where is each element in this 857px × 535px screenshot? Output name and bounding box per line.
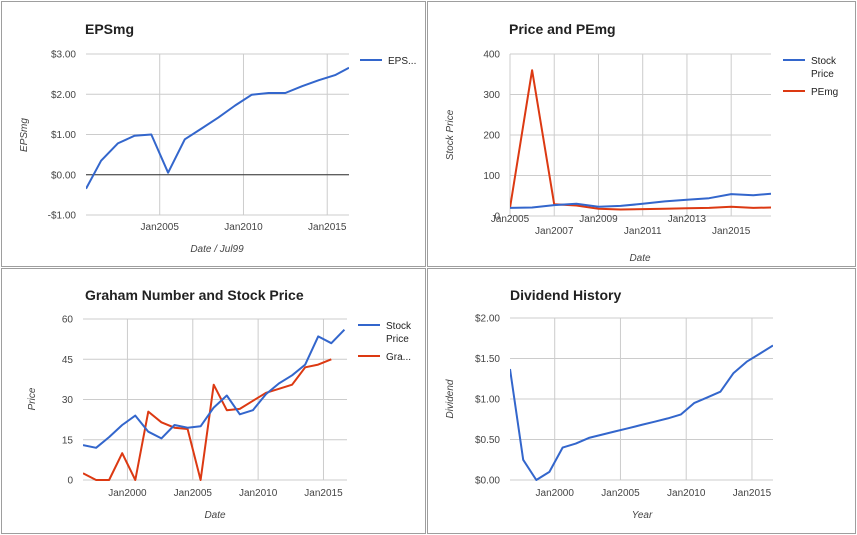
eps-chart: EPSmg -$1.00 $0.00 $1.00 $2.00 $3.00 Jan2005 Ja… bbox=[19, 21, 416, 255]
price-pe-xtick-label: Jan2007 bbox=[535, 226, 574, 237]
eps-ytick-label: $3.00 bbox=[51, 50, 76, 61]
dividend-xtick-label: Jan2010 bbox=[667, 488, 706, 499]
graham-chart-panel: Graham Number and Stock Price 0 15 30 45 60 Ja… bbox=[1, 268, 426, 534]
eps-ytick-label: $0.00 bbox=[51, 170, 76, 181]
dividend-x-axis-label: Year bbox=[632, 510, 653, 521]
dividend-title: Dividend History bbox=[510, 287, 621, 303]
price-pe-ytick-label: 100 bbox=[483, 171, 500, 182]
graham-ytick-label: 0 bbox=[67, 476, 73, 487]
eps-ytick-label: $1.00 bbox=[51, 130, 76, 141]
eps-legend-label-0: EPS... bbox=[388, 56, 416, 67]
dividend-xtick-label: Jan2000 bbox=[536, 488, 575, 499]
eps-series-line-0 bbox=[86, 66, 349, 190]
dividend-ytick-label: $2.00 bbox=[475, 314, 500, 325]
eps-xtick-label: Jan2010 bbox=[224, 222, 263, 233]
dividend-ytick-label: $0.50 bbox=[475, 435, 500, 446]
price-pe-chart-panel: Price and PEmg 0 100 200 300 400 Jan2005 Jan200… bbox=[427, 1, 856, 267]
graham-legend-label-1: Gra... bbox=[386, 352, 411, 363]
dividend-ytick-label: $1.50 bbox=[475, 354, 500, 365]
price-pe-xtick-label: Jan2013 bbox=[668, 214, 707, 225]
graham-x-axis-label: Date bbox=[204, 510, 226, 521]
price-pe-series-line-1 bbox=[510, 69, 771, 211]
eps-y-axis-label: EPSmg bbox=[19, 118, 30, 152]
graham-chart: Graham Number and Stock Price 0 15 30 45 60 Ja… bbox=[27, 287, 412, 521]
eps-title: EPSmg bbox=[85, 21, 134, 37]
dividend-chart: Dividend History $0.00 $0.50 $1.00 $1.50 $2.0… bbox=[445, 287, 773, 521]
graham-y-axis-label: Price bbox=[27, 387, 38, 410]
graham-xtick-label: Jan2005 bbox=[174, 488, 213, 499]
price-pe-xtick-label: Jan2005 bbox=[491, 214, 530, 225]
dividend-series-line-0 bbox=[510, 344, 773, 481]
eps-x-axis-label: Date / Jul99 bbox=[190, 244, 244, 255]
eps-ytick-label: $2.00 bbox=[51, 90, 76, 101]
dividend-chart-panel: Dividend History $0.00 $0.50 $1.00 $1.50 $2.0… bbox=[427, 268, 856, 534]
price-pe-y-axis-label: Stock Price bbox=[445, 109, 456, 160]
price-pe-ytick-label: 300 bbox=[483, 90, 500, 101]
price-pe-title: Price and PEmg bbox=[509, 21, 616, 37]
graham-series-line-1 bbox=[83, 358, 332, 481]
price-pe-legend-label-0: Stock Price bbox=[811, 56, 837, 80]
graham-title: Graham Number and Stock Price bbox=[85, 287, 304, 303]
price-pe-ytick-label: 400 bbox=[483, 50, 500, 61]
dividend-xtick-label: Jan2005 bbox=[601, 488, 640, 499]
graham-ytick-label: 60 bbox=[62, 315, 74, 326]
graham-xtick-label: Jan2000 bbox=[108, 488, 147, 499]
eps-chart-panel: EPSmg -$1.00 $0.00 $1.00 $2.00 $3.00 Jan2005 Ja… bbox=[1, 1, 426, 267]
graham-ytick-label: 45 bbox=[62, 355, 74, 366]
price-pe-xtick-label: Jan2009 bbox=[579, 214, 618, 225]
graham-series-line-0 bbox=[83, 329, 346, 449]
price-pe-xtick-label: Jan2011 bbox=[624, 226, 662, 237]
dividend-ytick-label: $0.00 bbox=[475, 476, 500, 487]
eps-ytick-label: -$1.00 bbox=[48, 211, 77, 222]
eps-xtick-label: Jan2005 bbox=[141, 222, 180, 233]
price-pe-ytick-label: 200 bbox=[483, 131, 500, 142]
price-pe-series-line-0 bbox=[510, 192, 771, 209]
price-pe-legend-label-1: PEmg bbox=[811, 87, 838, 98]
graham-legend-label-0: Stock Price bbox=[386, 321, 412, 345]
dividend-ytick-label: $1.00 bbox=[475, 395, 500, 406]
price-pe-ytick-label: 0 bbox=[494, 212, 500, 223]
graham-xtick-label: Jan2010 bbox=[239, 488, 278, 499]
graham-ytick-label: 30 bbox=[62, 395, 74, 406]
price-pe-x-axis-label: Date bbox=[629, 253, 651, 264]
dividend-y-axis-label: Dividend bbox=[445, 379, 456, 418]
graham-ytick-label: 15 bbox=[62, 435, 74, 446]
eps-xtick-label: Jan2015 bbox=[308, 222, 347, 233]
price-pe-chart: Price and PEmg 0 100 200 300 400 Jan2005 Jan200… bbox=[445, 21, 838, 264]
graham-xtick-label: Jan2015 bbox=[304, 488, 343, 499]
dividend-xtick-label: Jan2015 bbox=[733, 488, 772, 499]
price-pe-xtick-label: Jan2015 bbox=[712, 226, 751, 237]
